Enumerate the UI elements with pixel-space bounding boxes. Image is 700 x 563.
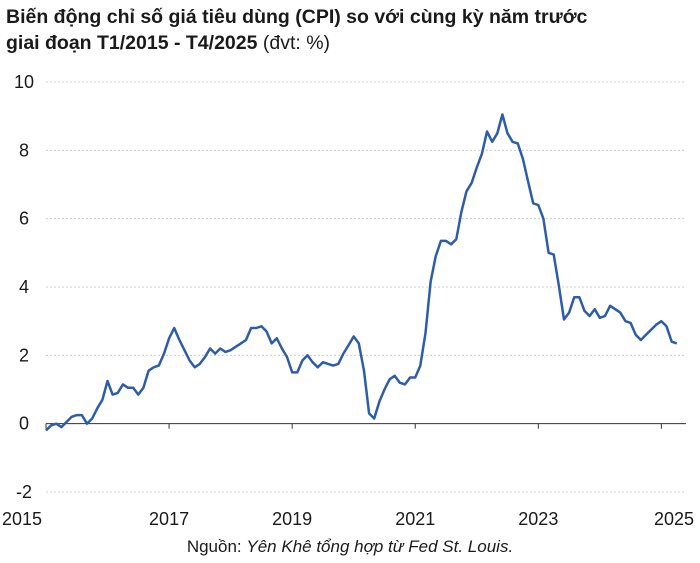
- x-tick-label: 2017: [149, 509, 189, 529]
- y-axis-ticks: -2 0 2 4 6 8 10: [14, 72, 34, 502]
- source-note: Nguồn: Yên Khê tổng hợp từ Fed St. Louis…: [0, 537, 700, 557]
- x-axis-ticks: 2015 2017 2019 2021 2023 2025: [2, 423, 694, 529]
- x-tick-label: 2015: [2, 509, 42, 529]
- title-line-1: Biến động chỉ số giá tiêu dùng (CPI) so …: [6, 6, 588, 28]
- title-line-2: giai đoạn T1/2015 - T4/2025: [6, 32, 258, 54]
- y-tick-label: 4: [19, 277, 29, 297]
- x-tick-label: 2019: [272, 509, 312, 529]
- y-tick-label: -2: [16, 482, 32, 502]
- y-tick-label: 10: [14, 72, 34, 92]
- x-tick-label: 2023: [518, 509, 558, 529]
- cpi-series-line: [45, 113, 678, 432]
- chart-title: Biến động chỉ số giá tiêu dùng (CPI) so …: [6, 4, 696, 56]
- title-unit: (đvt: %): [262, 32, 331, 54]
- y-tick-label: 2: [19, 345, 29, 365]
- grid-lines: [46, 81, 686, 493]
- source-label: Nguồn:: [186, 537, 242, 556]
- x-tick-label: 2021: [395, 509, 435, 529]
- y-tick-label: 6: [19, 209, 29, 229]
- y-tick-label: 8: [19, 140, 29, 160]
- x-tick-label: 2025: [654, 509, 694, 529]
- y-tick-label: 0: [19, 414, 29, 434]
- source-text: Yên Khê tổng hợp từ Fed St. Louis.: [246, 537, 514, 556]
